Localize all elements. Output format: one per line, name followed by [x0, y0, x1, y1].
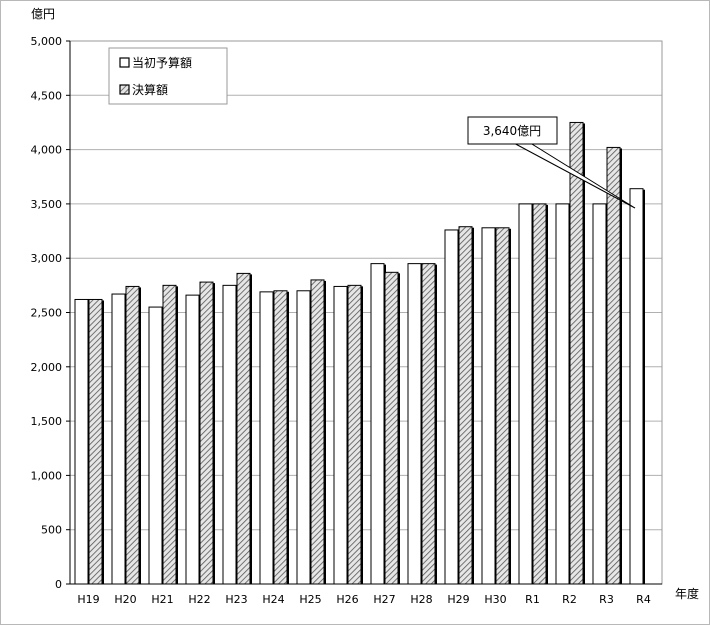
bar-actual [347, 284, 362, 585]
x-tick-label: R2 [562, 593, 577, 606]
y-tick-label: 1,500 [31, 415, 63, 428]
bar-plan [629, 188, 644, 585]
y-axis-unit-label: 億円 [31, 7, 55, 21]
y-tick-label: 4,500 [31, 89, 63, 102]
x-tick-label: H23 [225, 593, 247, 606]
bar-actual [88, 298, 103, 585]
x-tick-label: H24 [262, 593, 284, 606]
bar-actual [273, 290, 288, 585]
bar-plan [518, 203, 533, 585]
bar-plan [185, 294, 200, 585]
y-tick-label: 1,000 [31, 469, 63, 482]
x-tick-label: H19 [77, 593, 99, 606]
callout-text: 3,640億円 [483, 124, 541, 138]
x-tick-label: H27 [373, 593, 395, 606]
x-tick-label: R1 [525, 593, 540, 606]
bar-actual [199, 281, 214, 585]
bar-actual [458, 226, 473, 585]
y-tick-label: 2,500 [31, 307, 63, 320]
y-tick-label: 2,000 [31, 361, 63, 374]
bar-actual [125, 285, 140, 585]
legend-label-actual: 決算額 [132, 82, 168, 97]
y-tick-label: 500 [41, 524, 62, 537]
legend: 当初予算額 決算額 [108, 47, 228, 105]
bar-plan [259, 291, 274, 585]
bar-plan [148, 306, 163, 585]
bar-actual [236, 272, 251, 585]
y-tick-label: 4,000 [31, 144, 63, 157]
bar-plan [370, 263, 385, 585]
x-tick-label: H26 [336, 593, 358, 606]
y-tick-label: 0 [55, 578, 62, 591]
y-tick-label: 3,000 [31, 252, 63, 265]
bar-actual [310, 279, 325, 585]
x-tick-label: H25 [299, 593, 321, 606]
x-tick-label: H21 [151, 593, 173, 606]
bar-plan [333, 285, 348, 585]
x-tick-label: R3 [599, 593, 614, 606]
bar-plan [592, 203, 607, 585]
x-tick-label: H30 [484, 593, 506, 606]
callout-box [467, 116, 558, 145]
bar-actual [162, 284, 177, 585]
bar-actual [569, 121, 584, 585]
x-tick-label: R4 [636, 593, 651, 606]
annotation-callout: 3,640億円 [467, 116, 636, 209]
bar-plan [555, 203, 570, 585]
bar-plan [444, 229, 459, 585]
x-axis-unit-label: 年度 [675, 586, 699, 601]
bar-plan [111, 293, 126, 585]
legend-label-plan: 当初予算額 [132, 55, 192, 70]
bar-plan [407, 263, 422, 585]
bar-plan [74, 298, 89, 585]
legend-swatch-actual [119, 84, 130, 95]
legend-box [108, 47, 228, 105]
y-tick-label: 5,000 [31, 35, 63, 48]
x-tick-label: H20 [114, 593, 136, 606]
x-tick-label: H28 [410, 593, 432, 606]
bar-plan [222, 284, 237, 585]
bar-actual [532, 203, 547, 585]
bar-plan [296, 290, 311, 585]
x-tick-label: H22 [188, 593, 210, 606]
bar-actual [606, 146, 621, 585]
y-tick-label: 3,500 [31, 198, 63, 211]
x-tick-label: H29 [447, 593, 469, 606]
legend-swatch-plan [119, 57, 130, 68]
bar-actual [495, 227, 510, 585]
bar-plan [481, 227, 496, 585]
bar-actual [384, 271, 399, 585]
bar-actual [421, 263, 436, 585]
